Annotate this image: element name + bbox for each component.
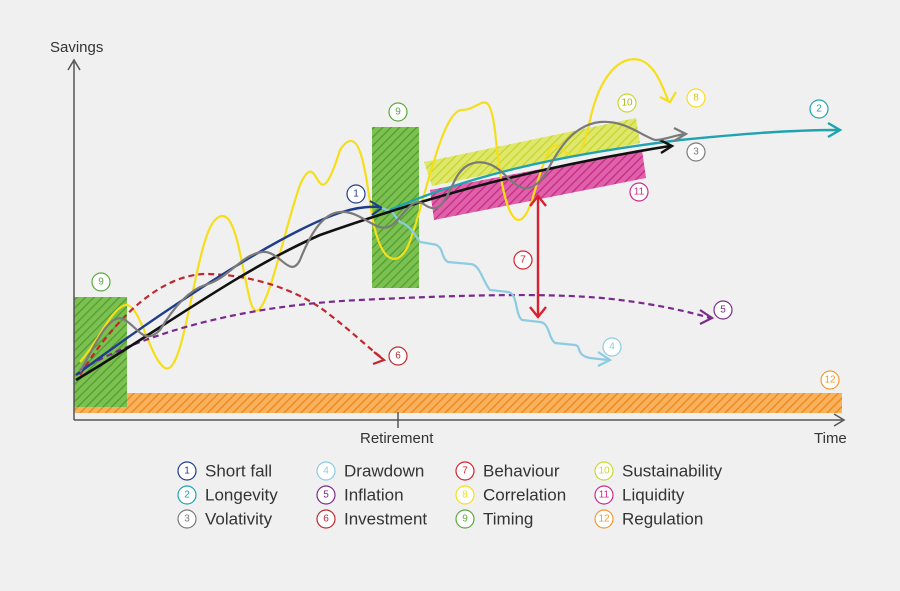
svg-text:10: 10 <box>621 98 633 109</box>
legend-marker <box>594 461 614 481</box>
legend-label: Timing <box>483 510 533 529</box>
regulation-band <box>74 393 842 413</box>
badge-drawdown: 4 <box>602 337 622 357</box>
badge-behaviour: 7 <box>513 250 533 270</box>
badge-longevity: 2 <box>809 99 829 119</box>
inflation-arrowhead <box>699 309 715 325</box>
legend-item-volativity: 3 Volativity <box>177 509 273 529</box>
longevity-arrowhead <box>827 121 843 139</box>
drawdown-curve <box>381 206 609 362</box>
legend-marker <box>594 485 614 505</box>
legend-label: Correlation <box>483 486 566 505</box>
svg-text:6: 6 <box>395 351 401 362</box>
legend-marker <box>177 485 197 505</box>
legend-item-timing: 9 Timing <box>455 509 533 529</box>
svg-text:9: 9 <box>98 277 104 288</box>
behaviour-arrow <box>529 194 547 319</box>
legend-marker <box>177 461 197 481</box>
x-axis-label: Time <box>814 430 847 447</box>
legend-marker <box>455 461 475 481</box>
drawdown-arrowhead <box>597 351 613 367</box>
badge-investment: 6 <box>388 346 408 366</box>
legend-number: 7 <box>462 466 468 477</box>
legend-number: 1 <box>184 466 190 477</box>
legend-label: Sustainability <box>622 462 723 481</box>
volatility-curve <box>79 120 686 373</box>
svg-text:5: 5 <box>720 305 726 316</box>
legend-label: Drawdown <box>344 462 424 481</box>
svg-text:12: 12 <box>824 375 836 386</box>
badge-timing-early: 9 <box>91 272 111 292</box>
investment-arrowhead <box>372 351 387 366</box>
legend-label: Regulation <box>622 510 703 529</box>
badge-correlation: 8 <box>686 88 706 108</box>
legend-item-short-fall: 1 Short fall <box>177 461 272 481</box>
legend-number: 5 <box>323 490 329 501</box>
liquidity-band <box>430 150 646 220</box>
legend-number: 9 <box>462 514 468 525</box>
legend-marker <box>455 485 475 505</box>
legend-marker <box>316 509 336 529</box>
badge-sustainability: 10 <box>617 93 637 113</box>
svg-text:3: 3 <box>693 147 699 158</box>
legend-label: Inflation <box>344 486 404 505</box>
legend-label: Liquidity <box>622 486 685 505</box>
legend-item-correlation: 8 Correlation <box>455 485 566 505</box>
badge-liquidity: 11 <box>629 182 649 202</box>
svg-text:11: 11 <box>634 187 645 198</box>
legend-label: Behaviour <box>483 462 560 481</box>
svg-text:7: 7 <box>520 255 526 266</box>
badge-inflation: 5 <box>713 300 733 320</box>
legend-marker <box>594 509 614 529</box>
legend-number: 2 <box>184 490 190 501</box>
svg-text:4: 4 <box>609 342 615 353</box>
legend: 1 Short fall 2 Longevity 3 Volativity 4 Drawdow… <box>177 461 723 529</box>
legend-number: 8 <box>462 490 468 501</box>
legend-label: Longevity <box>205 486 278 505</box>
legend-item-regulation: 12 Regulation <box>594 509 703 529</box>
legend-number: 6 <box>323 514 329 525</box>
main-trend-arrowhead <box>659 138 675 155</box>
legend-marker <box>455 509 475 529</box>
longevity-curve <box>389 128 839 212</box>
badge-timing-retirement: 9 <box>388 102 408 122</box>
svg-text:2: 2 <box>816 104 822 115</box>
correlation-arrowhead <box>659 91 677 104</box>
legend-item-behaviour: 7 Behaviour <box>455 461 560 481</box>
legend-number: 10 <box>598 466 610 477</box>
legend-number: 12 <box>598 514 610 525</box>
volatility-arrowhead <box>673 127 689 142</box>
legend-item-sustainability: 10 Sustainability <box>594 461 723 481</box>
legend-item-liquidity: 11 Liquidity <box>594 485 685 505</box>
svg-text:8: 8 <box>693 93 699 104</box>
investment-curve <box>79 272 383 376</box>
legend-label: Investment <box>344 510 427 529</box>
legend-label: Volativity <box>205 510 273 529</box>
legend-marker <box>177 509 197 529</box>
shortfall-curve <box>75 205 381 376</box>
x-axis-tick-label: Retirement <box>360 430 434 447</box>
legend-label: Short fall <box>205 462 272 481</box>
badge-regulation: 12 <box>820 370 840 390</box>
legend-number: 11 <box>599 490 610 501</box>
legend-number: 4 <box>323 466 329 477</box>
inflation-curve <box>79 293 711 371</box>
legend-number: 3 <box>184 514 190 525</box>
axes <box>67 58 846 428</box>
legend-item-longevity: 2 Longevity <box>177 485 278 505</box>
badge-short-fall: 1 <box>346 184 366 204</box>
legend-marker <box>316 461 336 481</box>
svg-text:9: 9 <box>395 107 401 118</box>
legend-marker <box>316 485 336 505</box>
legend-item-drawdown: 4 Drawdown <box>316 461 424 481</box>
svg-text:1: 1 <box>353 189 359 200</box>
badge-volatility: 3 <box>686 142 706 162</box>
legend-item-investment: 6 Investment <box>316 509 427 529</box>
y-axis-label: Savings <box>50 39 103 56</box>
legend-item-inflation: 5 Inflation <box>316 485 404 505</box>
